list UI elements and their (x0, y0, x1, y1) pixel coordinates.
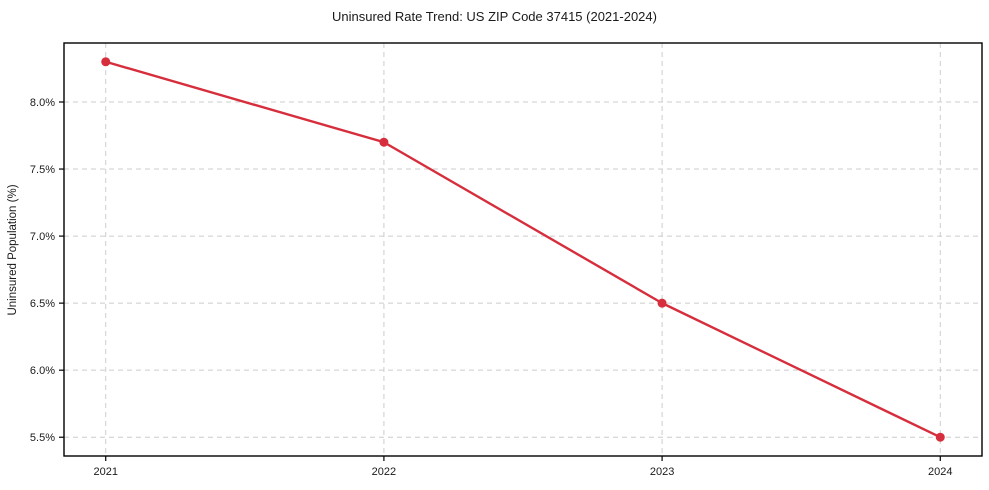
plot-frame (63, 42, 983, 457)
chart-title: Uninsured Rate Trend: US ZIP Code 37415 … (332, 9, 657, 24)
data-point-2024 (935, 432, 945, 442)
x-tick-label: 2022 (372, 466, 396, 478)
data-point-2023 (657, 298, 667, 308)
trend-line (104, 60, 942, 439)
data-point-2021 (101, 57, 111, 67)
y-tick-label: 6.0% (30, 365, 55, 377)
y-tick-label: 8.0% (30, 97, 55, 109)
x-tick-label: 2021 (93, 466, 117, 478)
y-tick-label: 7.5% (30, 164, 55, 176)
data-point-2022 (379, 137, 389, 147)
x-tick-label: 2023 (650, 466, 674, 478)
y-tick-label: 5.5% (30, 432, 55, 444)
x-tick-label: 2024 (928, 466, 952, 478)
y-tick-label: 7.0% (30, 231, 55, 243)
y-tick-label: 6.5% (30, 298, 55, 310)
